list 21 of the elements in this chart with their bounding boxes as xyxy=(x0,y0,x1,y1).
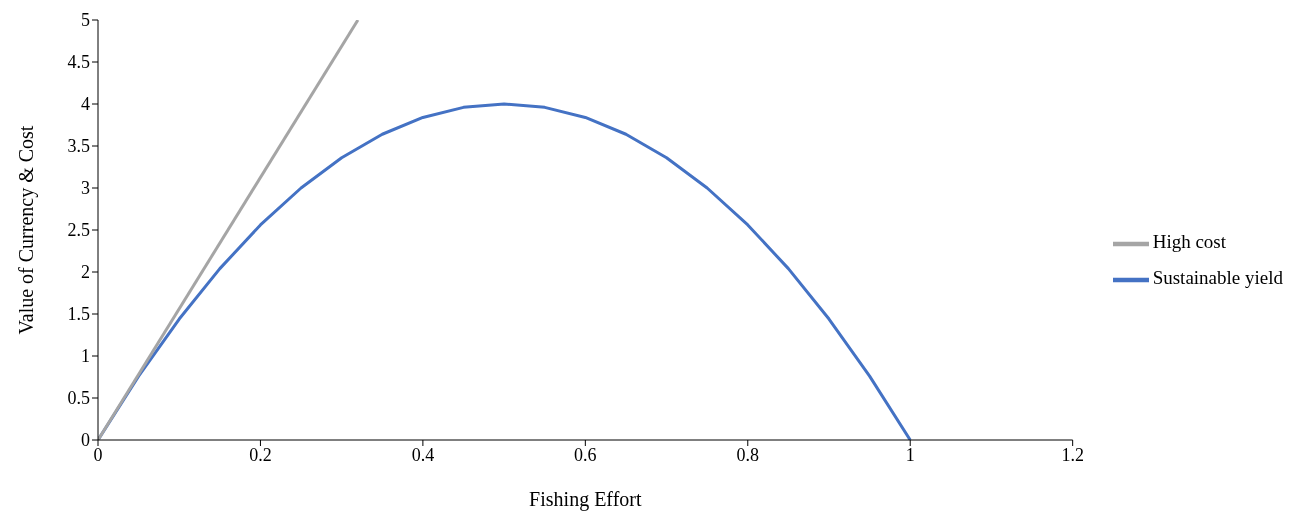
y-tick-label: 3 xyxy=(81,178,90,199)
legend-label: Sustainable yield xyxy=(1152,266,1283,288)
x-tick-label: 0.8 xyxy=(736,444,760,465)
x-tick-label: 1 xyxy=(905,444,915,465)
y-tick-label: 2 xyxy=(81,262,90,283)
x-axis-title: Fishing Effort xyxy=(529,488,642,511)
y-tick-label: 4.5 xyxy=(67,52,90,73)
y-tick-label: 1.5 xyxy=(67,304,90,325)
y-tick-label: 1 xyxy=(81,346,90,367)
y-tick-label: 4 xyxy=(81,94,90,115)
y-tick-label: 3.5 xyxy=(67,136,90,157)
x-tick-label: 0.2 xyxy=(249,444,272,465)
x-tick-label: 0.4 xyxy=(411,444,435,465)
y-tick-label: 0.5 xyxy=(67,388,90,409)
y-tick-label: 5 xyxy=(81,10,90,31)
y-tick-label: 2.5 xyxy=(67,220,90,241)
x-tick-label: 1.2 xyxy=(1061,444,1084,465)
y-axis-title: Value of Currency & Cost xyxy=(15,125,39,335)
legend-label: High cost xyxy=(1152,230,1227,252)
x-tick-label: 0.6 xyxy=(574,444,597,465)
y-tick-label: 0 xyxy=(81,430,90,451)
